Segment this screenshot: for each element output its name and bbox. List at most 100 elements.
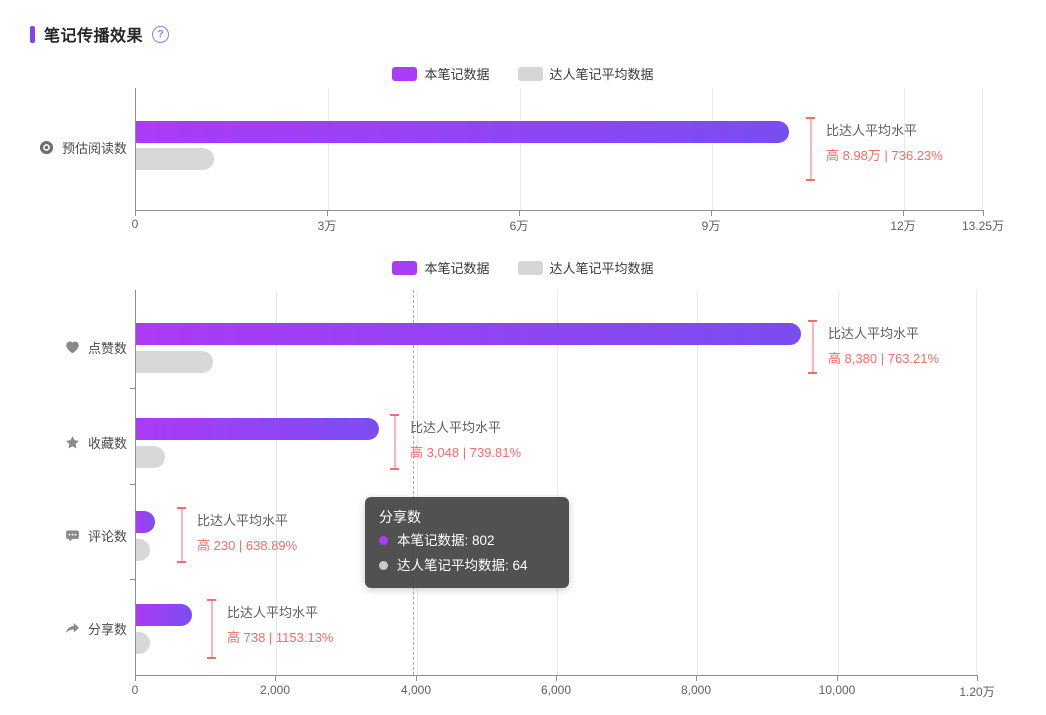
axis-tick [135, 211, 136, 216]
x-tick-label: 13.25万 [961, 219, 1005, 233]
category-shares: 分享数 [0, 617, 127, 639]
axis-tick [903, 211, 904, 216]
x-tick-label: 8,000 [680, 683, 712, 697]
eye-icon [39, 140, 54, 154]
gridline [328, 88, 329, 210]
axis-tick [130, 484, 135, 485]
share-icon [65, 622, 80, 633]
legend-item-note-data[interactable]: 本笔记数据 [392, 258, 490, 277]
comparison-annotation-comments: 比达人平均水平 高 230 | 638.89% [177, 507, 297, 563]
axis-tick [275, 676, 276, 681]
bar-reads-average[interactable] [136, 148, 215, 170]
comparison-annotation-likes: 比达人平均水平 高 8,380 | 763.21% [808, 320, 939, 374]
range-bracket [177, 507, 186, 563]
annotation-value: 高 8,380 | 763.21% [828, 351, 940, 366]
legend-item-avg-data[interactable]: 达人笔记平均数据 [517, 64, 654, 83]
x-tick-label: 9万 [701, 219, 721, 233]
range-bracket [806, 117, 815, 181]
category-estimated-reads: 预估阅读数 [0, 136, 127, 158]
annotation-caption: 比达人平均水平 [410, 420, 502, 435]
bar-collects-average[interactable] [136, 446, 165, 468]
gridline [417, 290, 418, 675]
legend-chart-interactions: 本笔记数据 达人笔记平均数据 [0, 258, 1046, 277]
heart-icon [66, 341, 79, 353]
axis-tick [519, 211, 520, 216]
bar-shares-note[interactable] [136, 604, 193, 626]
axis-tick [696, 676, 697, 681]
category-label: 收藏数 [87, 435, 127, 451]
bar-likes-average[interactable] [136, 351, 214, 373]
category-label: 评论数 [87, 528, 127, 544]
legend-label-note-data: 本笔记数据 [424, 261, 490, 276]
annotation-value: 高 738 | 1153.13% [227, 630, 334, 645]
axis-tick [130, 579, 135, 580]
legend-label-note-data: 本笔记数据 [424, 67, 490, 82]
gridline [982, 88, 983, 210]
tooltip-row-text: 达人笔记平均数据: 64 [397, 558, 528, 573]
axis-tick [711, 211, 712, 216]
gridline [276, 290, 277, 675]
axis-tick [837, 676, 838, 681]
gridline [976, 290, 977, 675]
annotation-value: 高 230 | 638.89% [197, 538, 298, 553]
tooltip-shares: 分享数 本笔记数据: 802 达人笔记平均数据: 64 [365, 497, 569, 588]
tooltip-row-note: 本笔记数据: 802 [379, 528, 555, 553]
legend-swatch-avg-data [517, 260, 543, 275]
series-dot-note [379, 536, 388, 545]
x-tick-label: 6,000 [540, 683, 572, 697]
range-bracket [808, 320, 817, 374]
range-bracket [390, 414, 399, 470]
axis-pointer-line [413, 290, 414, 675]
category-collects: 收藏数 [0, 431, 127, 453]
help-icon[interactable]: ? [152, 25, 170, 43]
category-label: 点赞数 [87, 340, 127, 356]
x-tick-label: 0 [131, 683, 139, 697]
gridline [712, 88, 713, 210]
bar-comments-average[interactable] [136, 539, 150, 561]
axis-tick [327, 211, 328, 216]
tooltip-row-average: 达人笔记平均数据: 64 [379, 553, 555, 578]
gridline [838, 290, 839, 675]
legend-item-note-data[interactable]: 本笔记数据 [392, 64, 490, 83]
axis-tick [977, 676, 978, 681]
axis-tick [130, 388, 135, 389]
legend-swatch-avg-data [517, 66, 543, 81]
x-tick-label: 12万 [890, 219, 916, 233]
section-title: 笔记传播效果 [44, 28, 144, 45]
comparison-annotation-reads: 比达人平均水平 高 8.98万 | 736.23% [806, 117, 943, 181]
bar-shares-average[interactable] [136, 632, 150, 654]
axis-tick [983, 211, 984, 216]
bar-likes-note[interactable] [136, 323, 802, 345]
gridline [520, 88, 521, 210]
tooltip-title: 分享数 [379, 509, 421, 525]
comparison-annotation-collects: 比达人平均水平 高 3,048 | 739.81% [390, 414, 521, 470]
category-likes: 点赞数 [0, 336, 127, 358]
x-tick-label: 6万 [509, 219, 529, 233]
bar-collects-note[interactable] [136, 418, 379, 440]
legend-chart-reads: 本笔记数据 达人笔记平均数据 [0, 64, 1046, 83]
plot-area-reads [135, 88, 984, 211]
x-tick-label: 4,000 [400, 683, 432, 697]
legend-label-avg-data: 达人笔记平均数据 [549, 67, 654, 82]
bar-comments-note[interactable] [136, 511, 155, 533]
legend-item-avg-data[interactable]: 达人笔记平均数据 [517, 258, 654, 277]
annotation-value: 高 8.98万 | 736.23% [826, 148, 943, 163]
gridline [904, 88, 905, 210]
comparison-annotation-shares: 比达人平均水平 高 738 | 1153.13% [207, 599, 334, 659]
range-bracket [207, 599, 216, 659]
gridline [697, 290, 698, 675]
bar-reads-note[interactable] [136, 121, 789, 143]
annotation-caption: 比达人平均水平 [197, 513, 289, 528]
legend-label-avg-data: 达人笔记平均数据 [549, 261, 654, 276]
category-label: 分享数 [87, 621, 127, 637]
x-tick-label: 1.20万 [959, 685, 995, 699]
axis-tick [556, 676, 557, 681]
title-marker [30, 25, 35, 43]
x-tick-label: 3万 [317, 219, 337, 233]
series-dot-average [379, 561, 388, 570]
x-tick-label: 10,000 [818, 683, 856, 697]
x-tick-label: 0 [131, 217, 139, 231]
tooltip-row-text: 本笔记数据: 802 [397, 533, 495, 548]
category-label: 预估阅读数 [61, 140, 127, 156]
